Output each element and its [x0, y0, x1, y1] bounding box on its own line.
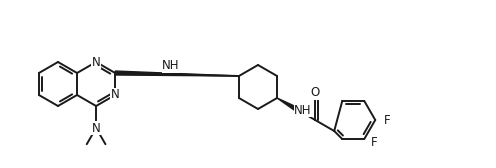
- Text: N: N: [92, 55, 101, 69]
- Text: NH: NH: [294, 103, 312, 116]
- Polygon shape: [277, 98, 297, 111]
- Text: NH: NH: [162, 59, 180, 72]
- Text: F: F: [384, 114, 390, 127]
- Text: N: N: [92, 121, 101, 135]
- Text: O: O: [310, 87, 320, 99]
- Polygon shape: [115, 71, 239, 76]
- Text: N: N: [111, 89, 120, 101]
- Text: F: F: [371, 136, 377, 149]
